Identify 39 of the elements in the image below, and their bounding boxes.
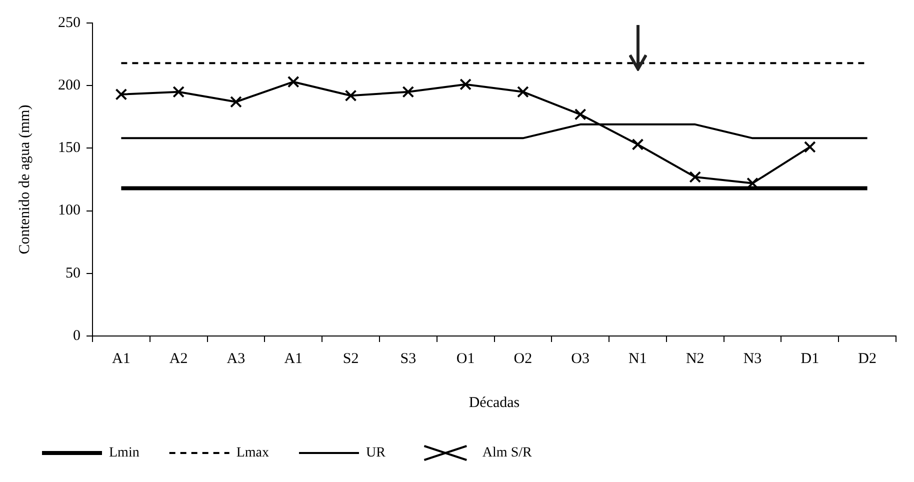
y-tick-label: 0 (73, 328, 80, 344)
point (230, 96, 242, 108)
y-tick-label: 250 (58, 14, 80, 31)
point (402, 86, 414, 98)
y-tick-label: 200 (58, 78, 80, 94)
legend-label: Lmax (236, 446, 269, 461)
point (460, 78, 472, 90)
point (287, 76, 300, 88)
point (804, 141, 816, 153)
legend-label: Alm S/R (482, 446, 532, 461)
point (115, 88, 128, 100)
y-axis-title: Contenido de agua (mm) (16, 104, 33, 254)
x-tick-label: N3 (743, 350, 762, 367)
legend-label: Lmin (109, 446, 140, 461)
y-tick-label: 100 (58, 202, 80, 219)
point (689, 171, 702, 183)
x-tick-label: S2 (342, 350, 359, 367)
x-tick-label: O2 (514, 350, 532, 367)
x-tick-label: N1 (628, 350, 647, 367)
point (632, 138, 644, 150)
x-tick-label: O1 (456, 350, 475, 367)
y-tick-label: 50 (66, 265, 80, 282)
x-tick-label: D2 (858, 350, 876, 367)
legend-label: UR (366, 446, 386, 461)
y-tick-label: 150 (58, 140, 80, 156)
x-tick-label: A3 (226, 350, 246, 367)
x-tick-label: A1 (284, 350, 303, 367)
x-tick-label: A1 (112, 350, 130, 367)
x-tick-label: N2 (686, 350, 704, 367)
point (574, 108, 586, 120)
point (344, 90, 357, 102)
point (628, 54, 647, 71)
point (172, 86, 185, 98)
x-tick-label: O3 (571, 350, 590, 367)
point (516, 86, 529, 98)
x-tick-label: A2 (169, 350, 188, 367)
x-tick-label: S3 (400, 350, 416, 367)
x-tick-label: D1 (800, 350, 820, 367)
x-axis-title: Décadas (468, 394, 520, 411)
